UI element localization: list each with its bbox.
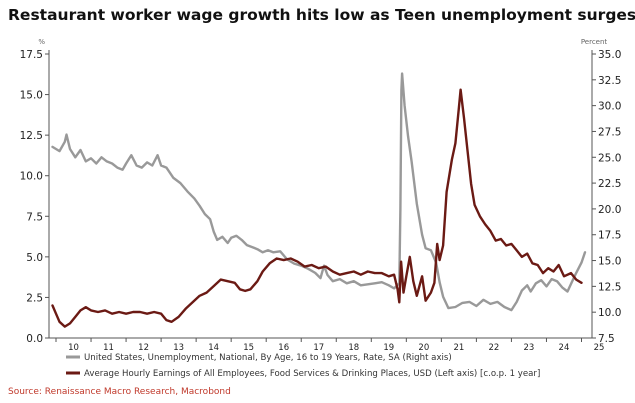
left-tick-label: 2.5 — [26, 292, 43, 304]
x-tick-label: 12 — [138, 343, 149, 353]
left-tick-label: 7.5 — [26, 211, 43, 223]
x-tick-label: 17 — [313, 343, 324, 353]
right-tick-label: 30.0 — [598, 101, 621, 113]
x-tick-label: 25 — [594, 343, 605, 353]
right-tick-label: 10.0 — [598, 307, 621, 319]
right-tick-label: 20.0 — [598, 204, 621, 216]
right-tick-label: 32.5 — [598, 75, 621, 87]
right-tick-label: 22.5 — [598, 178, 621, 190]
right-axis-unit: Percent — [581, 38, 608, 46]
x-tick-label: 14 — [208, 343, 219, 353]
legend-entry: United States, Unemployment, National, B… — [84, 353, 452, 363]
right-tick-label: 12.5 — [598, 281, 621, 293]
series-food-services-earnings — [51, 88, 583, 328]
right-tick-label: 15.0 — [598, 256, 621, 268]
x-tick-label: 23 — [524, 343, 535, 353]
x-tick-label: 16 — [278, 343, 289, 353]
left-tick-label: 5.0 — [26, 252, 43, 264]
x-tick-label: 15 — [243, 343, 254, 353]
legend-entry: Average Hourly Earnings of All Employees… — [84, 369, 540, 379]
x-tick-label: 19 — [383, 343, 394, 353]
x-tick-label: 10 — [68, 343, 79, 353]
x-tick-label: 24 — [559, 343, 570, 353]
right-tick-label: 7.5 — [598, 333, 615, 345]
left-tick-label: 12.5 — [20, 130, 43, 142]
x-tick-label: 20 — [418, 343, 429, 353]
left-tick-label: 10.0 — [20, 171, 43, 183]
x-tick-label: 22 — [488, 343, 499, 353]
page-title: Restaurant worker wage growth hits low a… — [8, 6, 635, 24]
left-tick-label: 15.0 — [20, 90, 43, 102]
left-tick-label: 17.5 — [20, 49, 43, 61]
x-tick-label: 18 — [348, 343, 359, 353]
series-teen-unemployment — [51, 72, 587, 312]
chart-legend: United States, Unemployment, National, B… — [66, 353, 540, 379]
x-tick-label: 11 — [103, 343, 114, 353]
left-axis-unit: % — [38, 38, 45, 46]
chart-axes: % Percent 0.0 2.5 5.0 7.5 10.0 12.5 15.0 17.5 7.5 1… — [20, 38, 622, 353]
left-tick-label: 0.0 — [26, 333, 43, 345]
right-tick-label: 27.5 — [598, 126, 621, 138]
right-tick-label: 35.0 — [598, 49, 621, 61]
x-tick-label: 13 — [173, 343, 184, 353]
right-tick-label: 25.0 — [598, 152, 621, 164]
series-line — [51, 72, 587, 312]
series-line — [51, 88, 583, 328]
x-tick-label: 21 — [453, 343, 464, 353]
right-tick-label: 17.5 — [598, 230, 621, 242]
source-note: Source: Renaissance Macro Research, Macr… — [8, 387, 231, 397]
